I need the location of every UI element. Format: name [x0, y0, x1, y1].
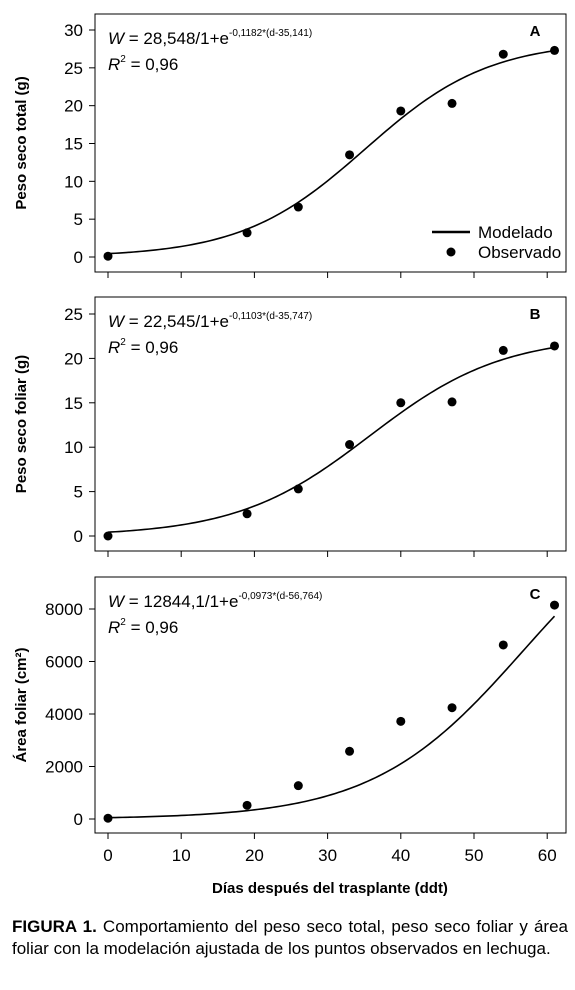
panel-letter: C	[530, 586, 541, 603]
caption-label: FIGURA 1.	[12, 917, 97, 936]
y-axis-label: Peso seco total (g)	[13, 76, 30, 209]
equation-body: = 22,545/1+e	[124, 312, 229, 331]
panel-letter: A	[530, 23, 541, 40]
equation-w: W	[108, 29, 126, 48]
equation-w: W	[108, 592, 126, 611]
y-tick-label: 10	[64, 172, 83, 191]
observed-point	[293, 202, 303, 212]
observed-point	[345, 150, 355, 160]
r2-superscript: 2	[120, 54, 126, 65]
x-tick-label: 10	[172, 846, 191, 865]
equation-exponent: -0,1182*(d-35,141)	[229, 28, 312, 39]
model-equation: W = 22,545/1+e-0,1103*(d-35,747)	[108, 311, 312, 331]
r2-value: = 0,96	[126, 338, 178, 357]
observed-point	[293, 781, 303, 791]
observed-point	[396, 398, 406, 408]
model-curve	[107, 49, 555, 255]
r2-superscript: 2	[120, 617, 126, 628]
observed-point	[447, 397, 457, 407]
r2-label: R	[108, 55, 120, 74]
y-tick-label: 5	[74, 483, 83, 502]
panel-b: 0 5 10 15 20 25 Peso seco foliar (g) B W = 22,54…	[13, 296, 567, 557]
y-tick-label: 0	[74, 810, 83, 829]
observed-point	[550, 45, 560, 55]
r-squared: R2 = 0,96	[108, 337, 178, 357]
y-tick-label: 30	[64, 21, 83, 40]
observed-point	[345, 440, 355, 450]
model-equation: W = 28,548/1+e-0,1182*(d-35,141)	[108, 28, 312, 48]
equation-w: W	[108, 312, 126, 331]
panel-c: 0 2000 4000 6000 8000 0 10 20 30 40 50 60 Área folia…	[13, 576, 567, 865]
x-tick-label: 20	[245, 846, 264, 865]
observed-point	[103, 251, 113, 261]
y-tick-label: 6000	[45, 653, 83, 672]
observed-point	[447, 703, 457, 713]
x-tick-label: 30	[318, 846, 337, 865]
panel-a: 0 5 10 15 20 25 30 Peso seco total (g) A W = 28,5…	[13, 13, 567, 278]
y-tick-label: 2000	[45, 758, 83, 777]
y-tick-label: 5	[74, 210, 83, 229]
y-tick-label: 15	[64, 135, 83, 154]
panel-letter: B	[530, 306, 541, 323]
y-tick-label: 25	[64, 305, 83, 324]
x-tick-label: 60	[538, 846, 557, 865]
r2-value: = 0,96	[126, 618, 178, 637]
observed-point	[103, 813, 113, 823]
y-tick-label: 0	[74, 527, 83, 546]
observed-point	[396, 716, 406, 726]
legend-observed-label: Observado	[478, 243, 561, 262]
equation-body: = 12844,1/1+e	[124, 592, 238, 611]
r2-label: R	[108, 618, 120, 637]
observed-point	[242, 800, 252, 810]
plot-frame	[94, 576, 567, 834]
y-tick-label: 4000	[45, 705, 83, 724]
model-curve	[107, 346, 555, 533]
equation-exponent: -0,0973*(d-56,764)	[238, 591, 322, 602]
observed-point	[550, 600, 560, 610]
y-tick-label: 8000	[45, 600, 83, 619]
y-axis-label: Peso seco foliar (g)	[13, 355, 30, 493]
x-tick-label: 50	[465, 846, 484, 865]
y-tick-label: 0	[74, 248, 83, 267]
r2-value: = 0,96	[126, 55, 178, 74]
plot-frame	[94, 296, 567, 552]
observed-point	[345, 746, 355, 756]
r-squared: R2 = 0,96	[108, 617, 178, 637]
y-tick-label: 25	[64, 59, 83, 78]
x-axis-label: Días después del trasplante (ddt)	[212, 880, 448, 897]
legend-observed-marker	[446, 247, 456, 257]
observed-point	[396, 106, 406, 116]
observed-point	[498, 640, 508, 650]
r2-superscript: 2	[120, 337, 126, 348]
y-tick-label: 15	[64, 394, 83, 413]
equation-body: = 28,548/1+e	[124, 29, 229, 48]
x-tick-label: 0	[103, 846, 112, 865]
figure-caption: FIGURA 1. Comportamiento del peso seco t…	[12, 916, 568, 960]
observed-point	[498, 345, 508, 355]
r-squared: R2 = 0,96	[108, 54, 178, 74]
x-tick-label: 40	[391, 846, 410, 865]
equation-exponent: -0,1103*(d-35,747)	[229, 311, 312, 322]
observed-point	[447, 98, 457, 108]
observed-point	[242, 509, 252, 519]
model-curve	[107, 615, 556, 819]
observed-point	[103, 531, 113, 541]
observed-point	[293, 484, 303, 494]
legend-model-label: Modelado	[478, 223, 553, 242]
y-tick-label: 20	[64, 349, 83, 368]
model-equation: W = 12844,1/1+e-0,0973*(d-56,764)	[108, 591, 322, 611]
observed-point	[498, 49, 508, 59]
observed-point	[242, 228, 252, 238]
y-axis-label: Área foliar (cm²)	[13, 647, 30, 762]
r2-label: R	[108, 338, 120, 357]
caption-text: Comportamiento del peso seco total, peso…	[12, 917, 568, 958]
y-tick-label: 10	[64, 438, 83, 457]
observed-point	[550, 341, 560, 351]
y-tick-label: 20	[64, 97, 83, 116]
